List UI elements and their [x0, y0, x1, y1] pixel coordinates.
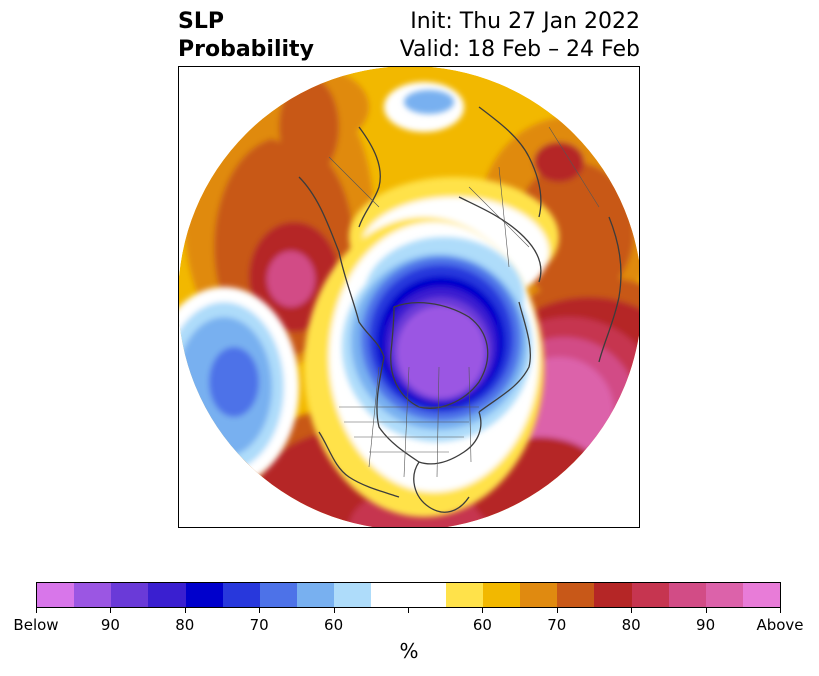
title-field: Probability: [178, 37, 314, 62]
colorbar-segment: [334, 583, 372, 607]
colorbar-tick-label: 70: [547, 616, 567, 634]
colorbar-tick: [780, 608, 781, 613]
colorbar-segment: [259, 583, 298, 607]
colorbar-tick: [482, 608, 484, 613]
coastlines: [298, 106, 622, 513]
colorbar-tick: [110, 608, 112, 613]
probability-shading: [179, 67, 639, 527]
colorbar-tick-label: 60: [472, 616, 492, 634]
colorbar-tick-label: 70: [249, 616, 269, 634]
colorbar-tick: [705, 608, 707, 613]
colorbar-tick: [36, 608, 37, 613]
colorbar-tick: [333, 608, 335, 613]
colorbar-segment: [557, 583, 595, 607]
colorbar-segment: [37, 583, 75, 607]
colorbar: [36, 582, 781, 608]
colorbar-tick: [259, 608, 261, 613]
colorbar-segment: [482, 583, 521, 607]
colorbar-segment: [185, 583, 223, 607]
polar-map-svg: [179, 67, 639, 527]
colorbar-segment: [408, 583, 446, 607]
colorbar-segment: [297, 583, 335, 607]
colorbar-tick-label: 80: [621, 616, 641, 634]
political-borders: [328, 126, 600, 478]
colorbar-segment: [705, 583, 743, 607]
map-dates: Init: Thu 27 Jan 2022 Valid: 18 Feb – 24…: [400, 8, 640, 64]
colorbar-tick: [184, 608, 186, 613]
colorbar-segment: [371, 583, 409, 607]
colorbar-tick-label: 60: [324, 616, 344, 634]
init-date: Init: Thu 27 Jan 2022: [410, 9, 640, 34]
colorbar-tick-label: Below: [13, 616, 59, 634]
colorbar-segment: [668, 583, 706, 607]
colorbar-segment: [742, 583, 781, 607]
colorbar-tick-label: 90: [696, 616, 716, 634]
colorbar-segment: [594, 583, 632, 607]
colorbar-tick: [631, 608, 633, 613]
colorbar-segment: [111, 583, 149, 607]
title-variable: SLP: [178, 9, 224, 34]
colorbar-segment: [148, 583, 186, 607]
colorbar-segment: [520, 583, 558, 607]
colorbar-unit: %: [399, 639, 419, 663]
colorbar-segment: [631, 583, 669, 607]
colorbar-tick: [556, 608, 558, 613]
colorbar-segment: [445, 583, 483, 607]
colorbar-tick: [408, 608, 409, 613]
map-title: SLP Probability: [178, 8, 314, 64]
colorbar-tick-label: 80: [175, 616, 195, 634]
colorbar-tick-label: Above: [756, 616, 804, 634]
colorbar-segment: [222, 583, 260, 607]
colorbar-segment: [74, 583, 112, 607]
probability-map: [178, 66, 640, 528]
valid-range: Valid: 18 Feb – 24 Feb: [399, 37, 640, 62]
colorbar-tick-label: 90: [100, 616, 120, 634]
